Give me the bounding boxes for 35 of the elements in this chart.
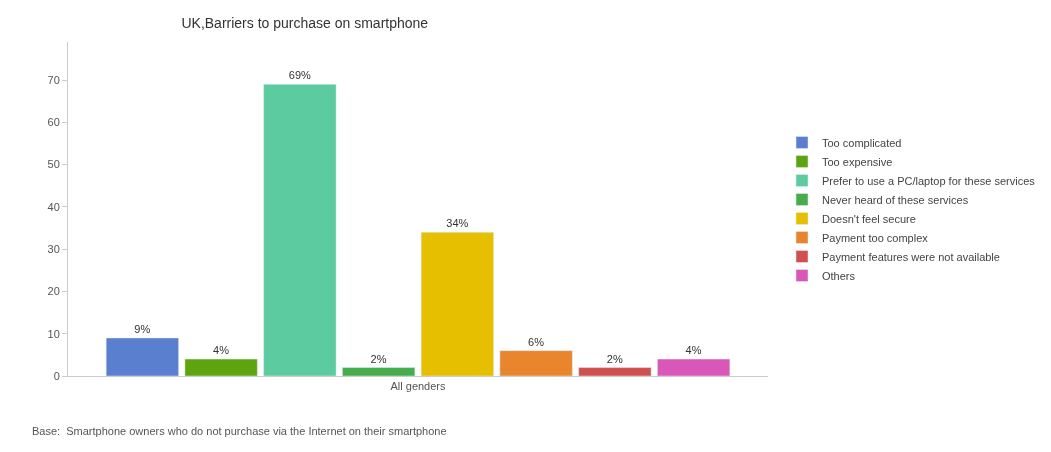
bar — [499, 350, 573, 376]
data-label: 2% — [370, 352, 387, 365]
legend-label: Prefer to use a PC/laptop for these services — [822, 174, 1036, 187]
bar — [263, 84, 337, 376]
y-tick-label: 60 — [47, 116, 60, 129]
legend-label: Never heard of these services — [822, 193, 969, 206]
data-label: 9% — [134, 322, 151, 335]
bar — [184, 358, 258, 376]
bar — [657, 358, 731, 376]
data-label: 4% — [685, 344, 702, 357]
bar — [420, 232, 494, 376]
bar — [578, 367, 652, 376]
y-tick-label: 50 — [47, 158, 60, 171]
y-tick-label: 0 — [53, 369, 60, 382]
data-label: 2% — [606, 352, 623, 365]
legend-label: Doesn't feel secure — [822, 212, 916, 225]
chart-title: UK,Barriers to purchase on smartphone — [181, 14, 429, 31]
legend-label: Others — [822, 269, 856, 282]
data-label: 6% — [528, 335, 545, 348]
y-tick-label: 10 — [47, 327, 60, 340]
y-tick-label: 20 — [47, 285, 60, 298]
y-tick-label: 40 — [47, 200, 60, 213]
bar — [342, 367, 416, 376]
data-label: 69% — [288, 69, 311, 82]
bar — [105, 337, 179, 376]
legend-label: Too expensive — [822, 155, 893, 168]
data-label: 4% — [213, 344, 230, 357]
y-tick-label: 30 — [47, 243, 60, 256]
data-label: 34% — [446, 217, 469, 230]
legend-label: Too complicated — [822, 136, 902, 149]
x-tick-label: All genders — [390, 380, 447, 393]
legend-label: Payment too complex — [822, 231, 929, 244]
y-tick-label: 70 — [47, 73, 60, 86]
text: Base: Smartphone owners who do not purchase via the Internet on their smartphone — [32, 425, 447, 437]
legend-label: Payment features were not available — [822, 250, 1000, 263]
